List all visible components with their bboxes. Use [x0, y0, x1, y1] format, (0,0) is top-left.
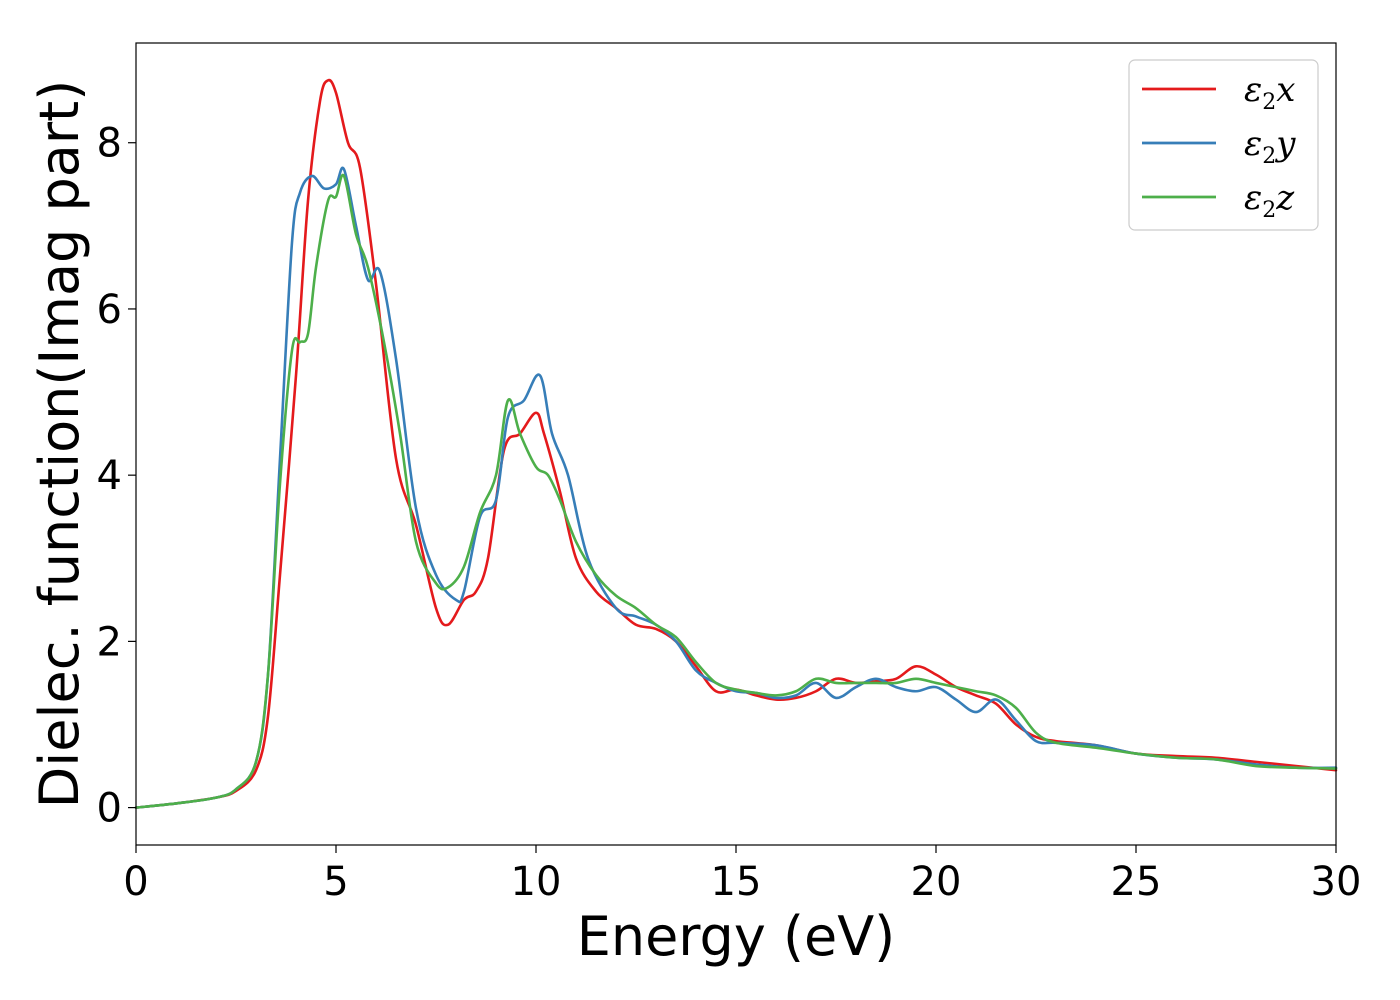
- series-layer: [134, 78, 1338, 809]
- x-tick-label: 5: [323, 859, 348, 905]
- x-tick-label: 10: [511, 859, 562, 905]
- x-tick-label: 15: [711, 859, 762, 905]
- legend-subscript: 2: [1262, 144, 1276, 169]
- y-axis-ticks: 0 2 4 6 8: [97, 121, 136, 832]
- y-axis-label: Dielec. function(Imag part): [28, 80, 91, 809]
- y-tick-label: 4: [97, 453, 122, 499]
- legend-component: z: [1275, 178, 1295, 218]
- x-axis-ticks: 0 5 10 15 20 25 30: [123, 845, 1361, 905]
- x-tick-label: 0: [123, 859, 148, 905]
- series-line-2: [134, 166, 1338, 809]
- legend-label-2: ε2y: [1244, 124, 1296, 169]
- y-tick-label: 8: [97, 121, 122, 167]
- y-tick-label: 6: [97, 287, 122, 333]
- y-tick-label: 2: [97, 619, 122, 665]
- x-tick-label: 20: [911, 859, 962, 905]
- y-tick-label: 0: [97, 786, 122, 832]
- series-line-3: [134, 173, 1338, 809]
- x-axis-label: Energy (eV): [577, 905, 896, 968]
- legend-label-1: ε2x: [1244, 70, 1295, 115]
- legend-symbol: ε: [1244, 178, 1262, 218]
- legend-symbol: ε: [1244, 124, 1262, 164]
- legend-subscript: 2: [1262, 90, 1276, 115]
- legend-box: [1128, 59, 1319, 231]
- legend-subscript: 2: [1262, 198, 1276, 223]
- legend-component: y: [1274, 124, 1296, 164]
- legend-label-3: ε2z: [1244, 178, 1295, 223]
- x-tick-label: 30: [1311, 859, 1362, 905]
- x-tick-label: 25: [1111, 859, 1162, 905]
- legend-symbol: ε: [1244, 70, 1262, 110]
- legend-component: x: [1276, 70, 1295, 110]
